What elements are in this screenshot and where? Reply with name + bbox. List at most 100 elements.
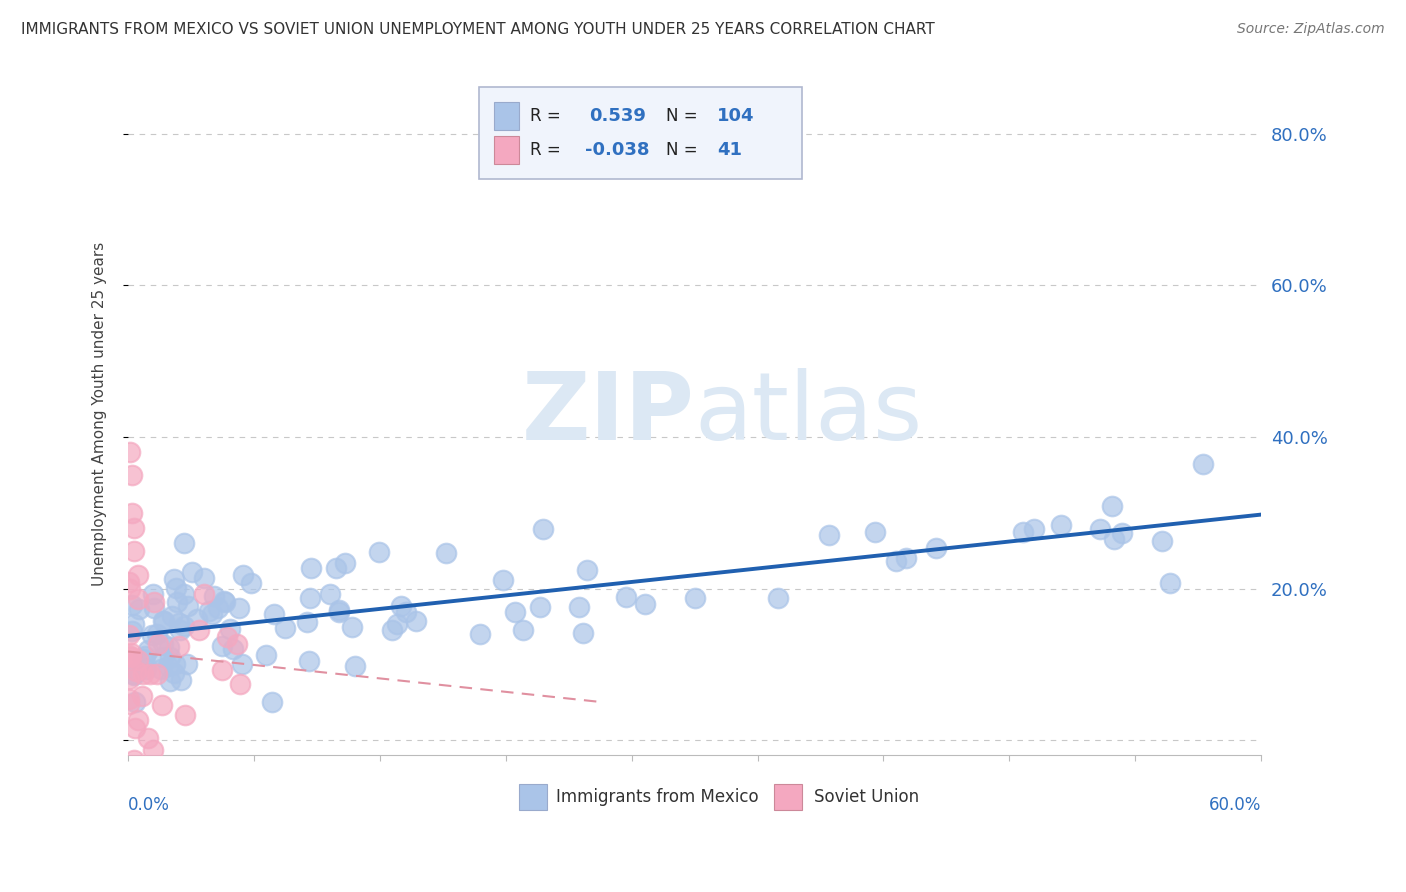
Point	[299, 560, 322, 574]
Point	[634, 597, 657, 611]
Text: Soviet Union: Soviet Union	[814, 788, 918, 806]
Text: -0.038: -0.038	[585, 141, 650, 159]
Point	[120, 649, 142, 664]
Point	[212, 594, 235, 608]
Point	[818, 528, 841, 542]
Point	[145, 627, 167, 641]
Point	[1111, 526, 1133, 541]
Point	[1022, 522, 1045, 536]
Point	[150, 698, 173, 712]
Point	[211, 663, 233, 677]
Point	[121, 598, 143, 612]
FancyBboxPatch shape	[479, 87, 803, 178]
Point	[122, 667, 145, 681]
Point	[228, 601, 250, 615]
Point	[121, 624, 143, 639]
Point	[232, 568, 254, 582]
Point	[342, 620, 364, 634]
Point	[863, 524, 886, 539]
Point	[118, 628, 141, 642]
Point	[122, 667, 145, 681]
Text: atlas: atlas	[695, 368, 922, 460]
Point	[470, 626, 492, 640]
Point	[529, 599, 551, 614]
Point	[167, 639, 190, 653]
Point	[766, 591, 789, 605]
Text: N =: N =	[666, 141, 697, 159]
Point	[298, 591, 321, 605]
Text: IMMIGRANTS FROM MEXICO VS SOVIET UNION UNEMPLOYMENT AMONG YOUTH UNDER 25 YEARS C: IMMIGRANTS FROM MEXICO VS SOVIET UNION U…	[21, 22, 935, 37]
Point	[142, 742, 165, 756]
Point	[1159, 575, 1181, 590]
Point	[211, 640, 233, 654]
Point	[160, 608, 183, 623]
Point	[152, 614, 174, 628]
Point	[122, 521, 145, 535]
Point	[298, 654, 321, 668]
Point	[389, 599, 412, 614]
Point	[884, 554, 907, 568]
Point	[121, 467, 143, 482]
Point	[531, 522, 554, 536]
Point	[512, 624, 534, 638]
Point	[343, 659, 366, 673]
Point	[193, 587, 215, 601]
Point	[254, 648, 277, 662]
Point	[176, 657, 198, 671]
Point	[118, 697, 141, 711]
Point	[118, 582, 141, 597]
Point	[173, 619, 195, 633]
Point	[434, 546, 457, 560]
Point	[229, 677, 252, 691]
FancyBboxPatch shape	[773, 784, 803, 810]
Point	[142, 595, 165, 609]
Point	[118, 574, 141, 589]
Point	[152, 649, 174, 664]
Point	[576, 563, 599, 577]
Point	[222, 642, 245, 657]
Point	[894, 551, 917, 566]
Point	[159, 649, 181, 664]
Point	[503, 605, 526, 619]
Point	[163, 665, 186, 680]
Point	[1088, 522, 1111, 536]
Point	[127, 794, 149, 808]
Point	[572, 625, 595, 640]
Point	[924, 541, 946, 556]
Point	[333, 556, 356, 570]
Point	[150, 662, 173, 676]
Point	[240, 576, 263, 591]
Point	[153, 614, 176, 628]
Point	[568, 600, 591, 615]
Text: 41: 41	[717, 141, 742, 159]
Point	[174, 707, 197, 722]
Point	[188, 623, 211, 637]
Point	[319, 587, 342, 601]
Point	[124, 722, 146, 736]
Point	[181, 566, 204, 580]
Point	[683, 591, 706, 605]
Point	[146, 667, 169, 681]
Point	[118, 672, 141, 686]
Point	[157, 640, 180, 654]
Point	[138, 667, 160, 681]
Point	[262, 695, 284, 709]
Point	[135, 662, 157, 676]
Point	[165, 581, 187, 595]
Point	[132, 652, 155, 666]
Point	[170, 673, 193, 687]
Point	[202, 589, 225, 603]
Point	[198, 604, 221, 618]
Point	[207, 600, 229, 615]
Point	[118, 771, 141, 785]
Point	[274, 621, 297, 635]
Point	[166, 595, 188, 609]
Point	[127, 713, 149, 727]
Y-axis label: Unemployment Among Youth under 25 years: Unemployment Among Youth under 25 years	[93, 242, 107, 586]
Point	[387, 616, 409, 631]
Point	[159, 674, 181, 689]
Point	[263, 607, 285, 621]
Text: 0.539: 0.539	[589, 107, 647, 125]
Point	[295, 615, 318, 629]
Point	[328, 605, 350, 619]
